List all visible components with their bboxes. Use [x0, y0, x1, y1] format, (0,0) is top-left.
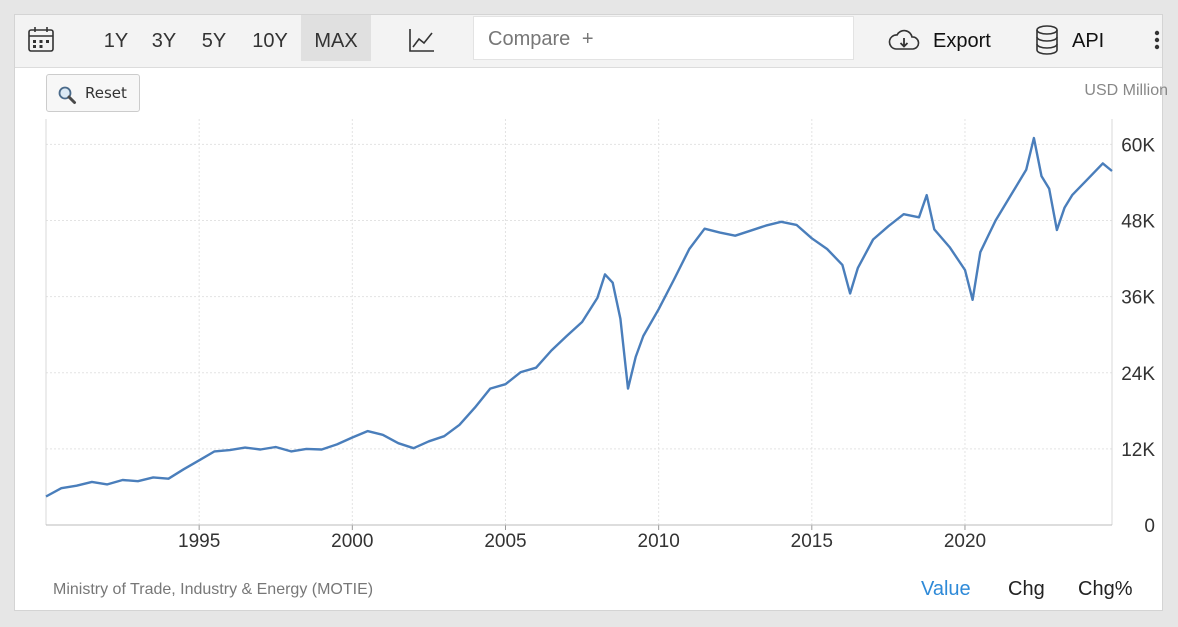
api-button[interactable]: API	[1072, 30, 1105, 52]
range-3y[interactable]: 3Y	[151, 30, 177, 52]
chart-ticks: 0 12K 24K 36K 48K 60K 1995 2000 2005 2010 2015 2020	[178, 135, 1155, 552]
range-10y[interactable]: 10Y	[252, 30, 288, 52]
x-tick-label: 2020	[944, 531, 986, 552]
x-tick-label: 2000	[331, 531, 373, 552]
tab-chg[interactable]: Chg	[1008, 578, 1045, 600]
chart-axes	[45, 119, 1113, 530]
y-tick-label: 60K	[1121, 135, 1155, 156]
y-tick-label: 36K	[1121, 288, 1155, 309]
reset-label: Reset	[85, 84, 127, 102]
compare-label: Compare	[488, 28, 571, 50]
line-chart-icon[interactable]	[408, 15, 436, 67]
calendar-icon[interactable]	[27, 15, 55, 67]
compare-input[interactable]: Compare +	[473, 16, 854, 60]
x-tick-label: 2010	[638, 531, 680, 552]
x-tick-label: 1995	[178, 531, 220, 552]
range-1y[interactable]: 1Y	[103, 30, 129, 52]
cloud-download-icon[interactable]	[887, 15, 921, 67]
database-icon[interactable]	[1035, 15, 1059, 67]
line-chart: 0 12K 24K 36K 48K 60K 1995 2000 2005 2010 2015 2020	[45, 119, 1155, 552]
tab-value[interactable]: Value	[921, 578, 971, 600]
y-tick-label: 12K	[1121, 440, 1155, 461]
range-max[interactable]: MAX	[301, 15, 371, 61]
unit-label: USD Million	[1084, 82, 1168, 99]
chart-widget: 1Y 3Y 5Y 10Y MAX Compare + Export	[14, 14, 1168, 611]
tab-chg-pct[interactable]: Chg%	[1078, 578, 1133, 600]
x-tick-label: 2015	[791, 531, 833, 552]
y-tick-label: 24K	[1121, 364, 1155, 385]
toolbar: 1Y 3Y 5Y 10Y MAX Compare + Export	[15, 15, 1162, 68]
reset-button[interactable]: Reset	[46, 74, 140, 112]
range-5y[interactable]: 5Y	[201, 30, 227, 52]
chart-grid	[46, 119, 1112, 526]
magnifier-icon	[57, 83, 77, 119]
y-tick-label: 0	[1144, 516, 1155, 537]
export-button[interactable]: Export	[933, 30, 991, 52]
series-line	[45, 136, 1113, 498]
vertical-ellipsis-icon[interactable]	[1153, 15, 1161, 67]
compare-plus-icon: +	[581, 28, 594, 50]
y-tick-label: 48K	[1121, 212, 1155, 233]
source-label: Ministry of Trade, Industry & Energy (MO…	[53, 581, 374, 598]
x-tick-label: 2005	[484, 531, 526, 552]
